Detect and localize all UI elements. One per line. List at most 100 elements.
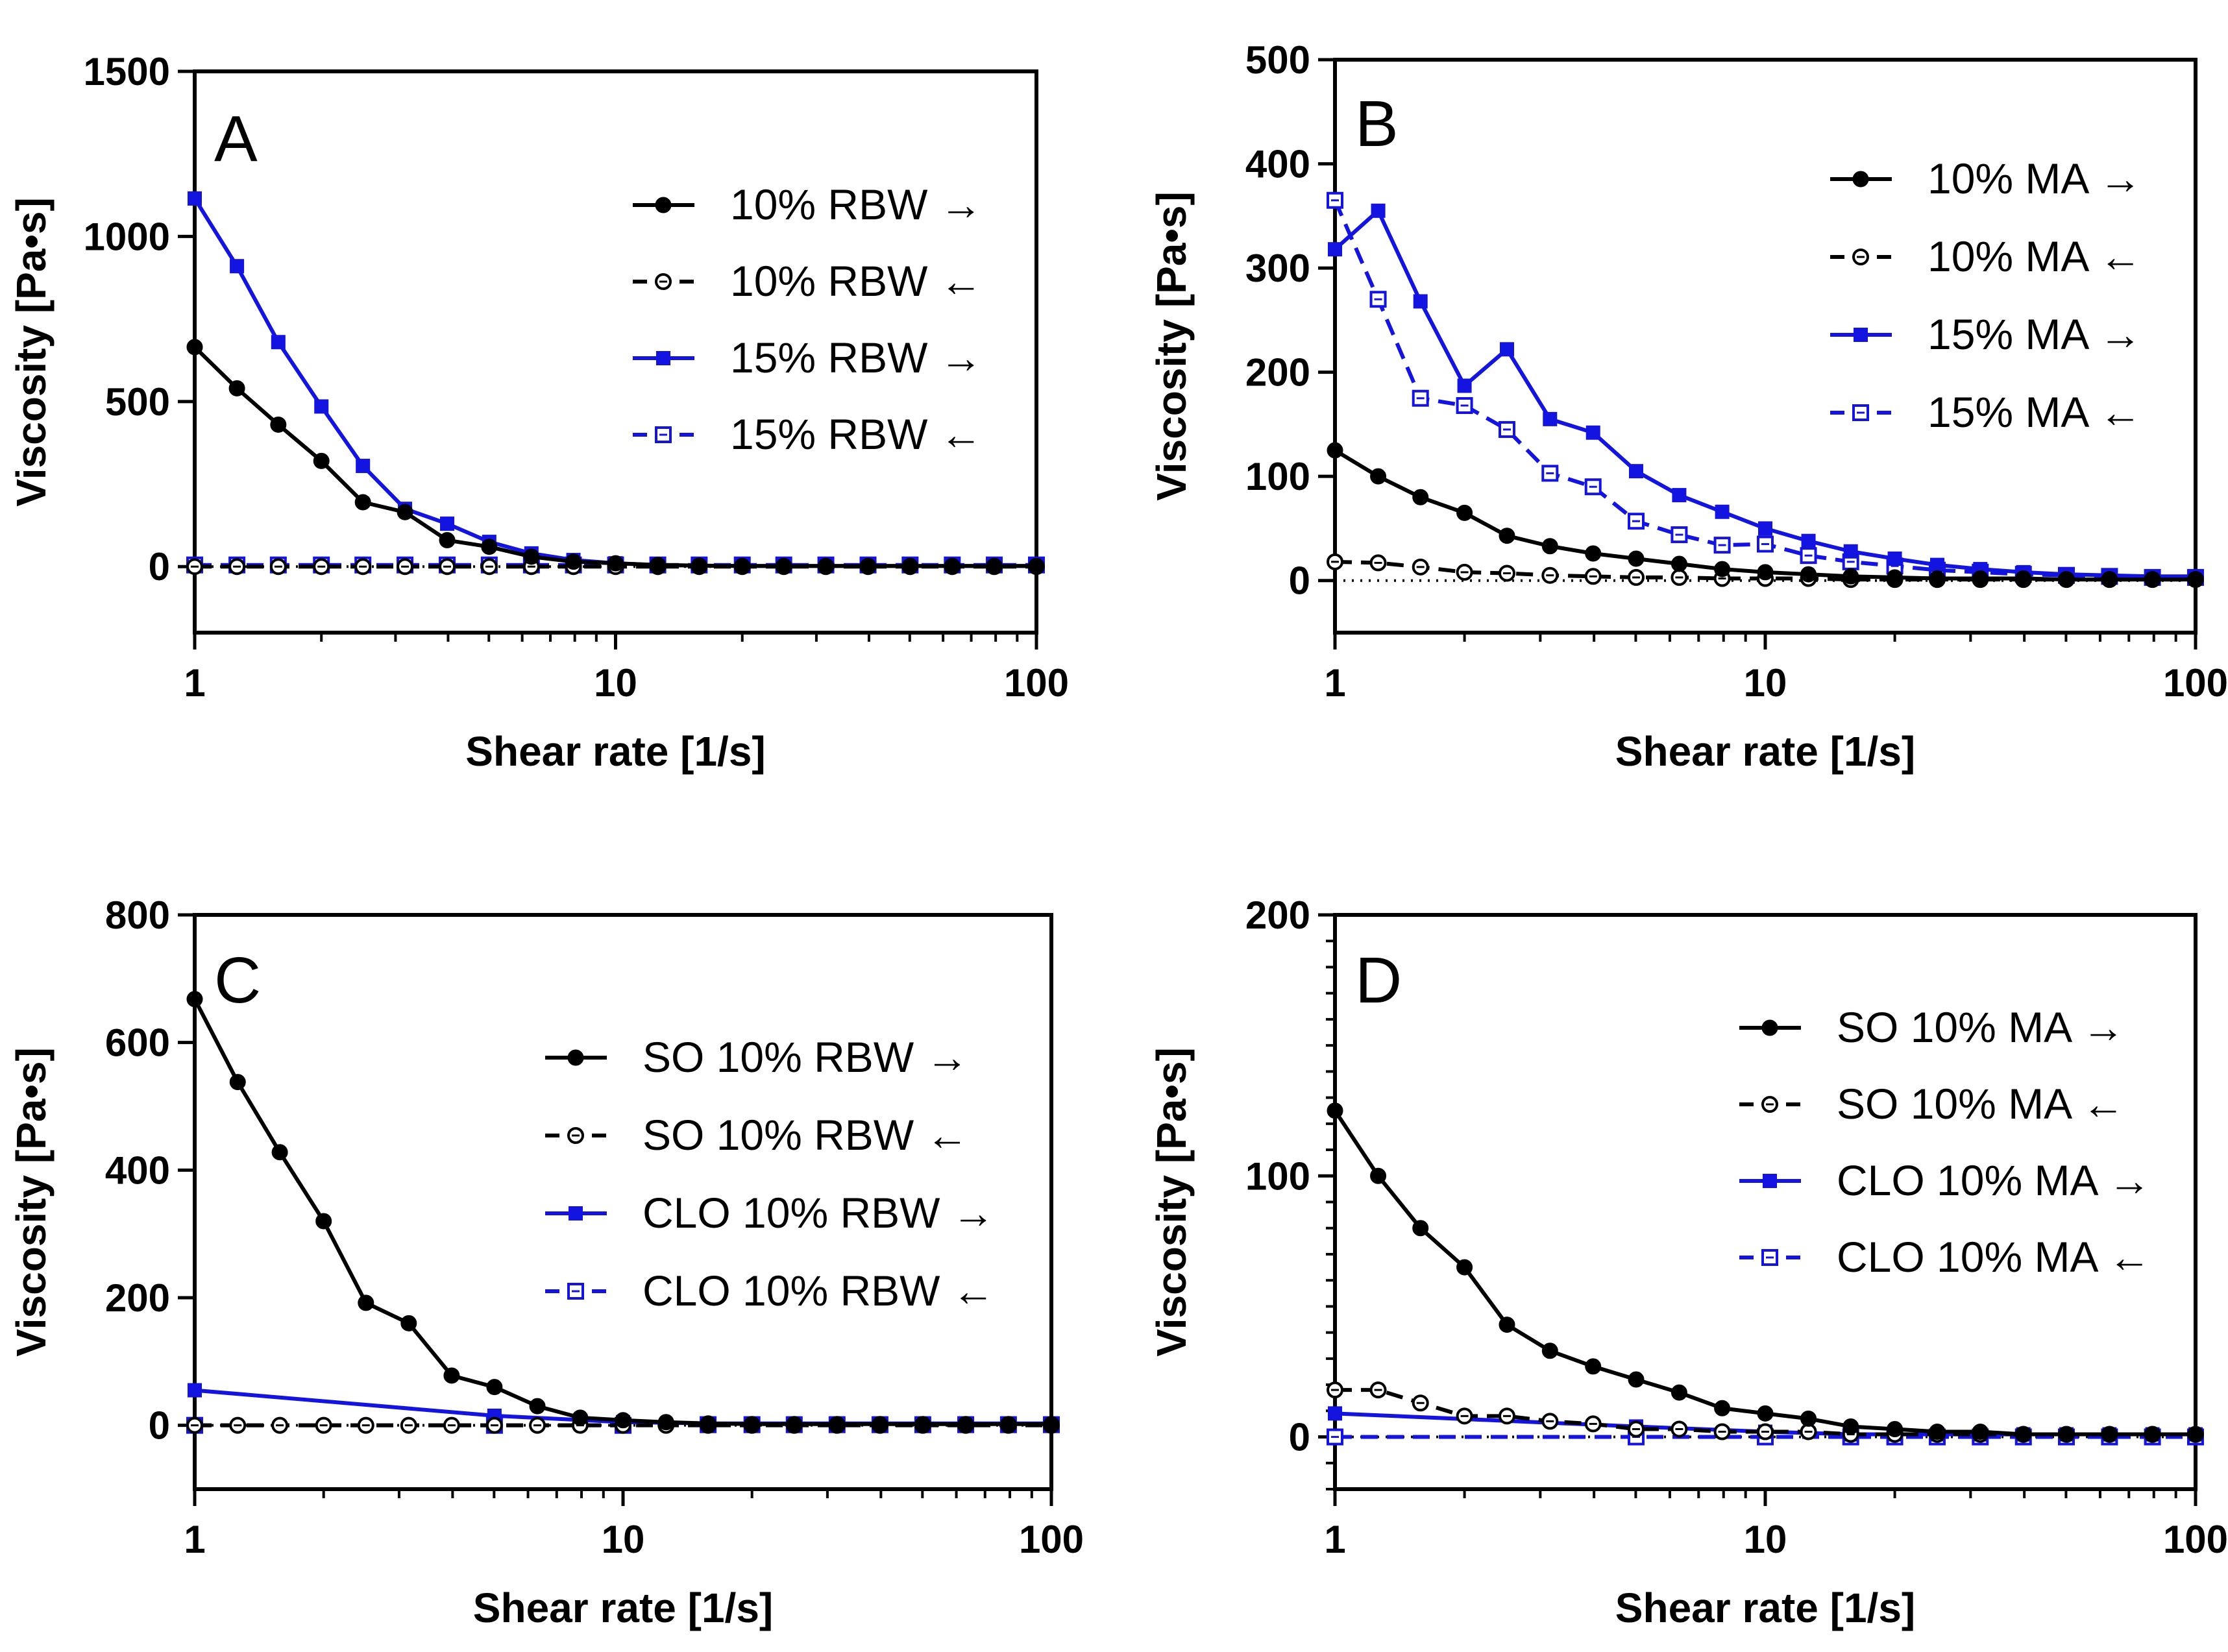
- legend-marker: [655, 273, 672, 290]
- data-point: [1714, 561, 1731, 577]
- legend-marker: [1763, 1174, 1777, 1188]
- legend-label: 15% RBW ←: [730, 410, 983, 458]
- data-point: [1757, 1423, 1774, 1440]
- data-point: [957, 1416, 974, 1433]
- y-axis-title: Viscosity [Pa•s]: [1148, 191, 1195, 501]
- data-point: [1412, 1220, 1429, 1237]
- legend-label: 15% MA ←: [1928, 388, 2142, 436]
- data-point: [1842, 568, 1859, 585]
- data-point: [1370, 468, 1387, 485]
- legend-item: 15% RBW ←: [633, 410, 983, 458]
- data-point: [1413, 294, 1428, 309]
- data-point: [1671, 1384, 1687, 1401]
- x-tick-label: 10: [602, 1518, 645, 1561]
- legend-marker: [1852, 404, 1869, 421]
- data-point: [354, 558, 372, 576]
- data-point: [1627, 568, 1645, 586]
- y-tick-label: 500: [105, 380, 170, 424]
- data-point: [486, 1379, 503, 1396]
- data-point: [1585, 1358, 1602, 1375]
- series-0: [186, 991, 1060, 1433]
- legend-marker: [1852, 171, 1869, 188]
- data-point: [1028, 557, 1045, 574]
- x-axis-title: Shear rate [1/s]: [465, 728, 765, 775]
- x-tick-label: 10: [1744, 1518, 1787, 1561]
- data-point: [439, 558, 456, 576]
- legend-label: 15% MA →: [1928, 310, 2142, 358]
- data-point: [1972, 570, 1989, 587]
- data-point: [400, 1315, 417, 1331]
- data-point: [700, 1415, 716, 1432]
- x-tick-label: 1: [184, 1518, 205, 1561]
- y-tick-label: 0: [1289, 1416, 1310, 1459]
- data-point: [443, 1367, 460, 1384]
- y-axis-title: Viscosity [Pa•s]: [8, 1047, 55, 1357]
- data-point: [2144, 1426, 2161, 1443]
- data-point: [1498, 1407, 1515, 1425]
- data-point: [1887, 552, 1902, 566]
- legend-marker: [1854, 328, 1868, 342]
- y-tick-label: 200: [105, 1276, 170, 1320]
- legend-item: SO 10% RBW →: [545, 1033, 968, 1081]
- data-point: [1327, 1428, 1343, 1446]
- data-point: [1456, 563, 1473, 581]
- data-point: [1457, 378, 1472, 393]
- data-point: [2144, 571, 2161, 588]
- data-point: [313, 558, 330, 576]
- y-tick-label: 1000: [84, 215, 170, 258]
- data-point: [358, 1294, 374, 1311]
- data-point: [607, 555, 624, 572]
- data-point: [529, 1416, 546, 1434]
- chart-panel-c: 0 200 400 600 800 1 10 100 Shear rate [1/s] Visco…: [8, 893, 1084, 1631]
- data-point: [1628, 550, 1645, 567]
- legend-label: CLO 10% RBW →: [643, 1189, 995, 1237]
- data-point: [2101, 1426, 2118, 1443]
- data-point: [1628, 464, 1643, 479]
- series-0: [1327, 1102, 2204, 1443]
- data-point: [650, 557, 667, 574]
- x-tick-label: 100: [2163, 661, 2228, 705]
- data-point: [2015, 570, 2032, 587]
- legend-label: 10% MA ←: [1928, 232, 2142, 280]
- data-point: [230, 259, 245, 274]
- data-point: [1714, 1400, 1731, 1416]
- legend-item: SO 10% MA ←: [1739, 1080, 2125, 1128]
- data-point: [270, 416, 287, 433]
- data-point: [1456, 1407, 1473, 1425]
- data-point: [1887, 569, 1904, 586]
- legend-item: CLO 10% MA ←: [1739, 1233, 2151, 1281]
- data-point: [1800, 1410, 1817, 1427]
- chart-panel-d: 0 100 200 1 10 100 Shear rate [1/s] Viscosity […: [1148, 893, 2228, 1631]
- data-point: [186, 1416, 203, 1434]
- data-point: [615, 1412, 631, 1429]
- x-axis-title: Shear rate [1/s]: [1615, 1585, 1915, 1631]
- data-point: [734, 557, 751, 574]
- data-point: [1800, 566, 1817, 583]
- y-tick-label: 800: [105, 893, 170, 937]
- data-point: [986, 557, 1003, 574]
- panel-letter: B: [1355, 88, 1399, 160]
- data-point: [1498, 420, 1515, 438]
- data-point: [1757, 535, 1774, 553]
- x-axis-title: Shear rate [1/s]: [473, 1585, 773, 1631]
- data-point: [1842, 1418, 1859, 1435]
- x-tick-label: 1: [1324, 1518, 1345, 1561]
- data-point: [1584, 1415, 1602, 1433]
- data-point: [1584, 478, 1602, 496]
- y-tick-label: 0: [149, 545, 170, 589]
- data-point: [481, 539, 498, 555]
- data-point: [2058, 1426, 2075, 1443]
- legend-item: 10% MA ←: [1830, 232, 2142, 280]
- series-0: [1327, 442, 2204, 588]
- legend-item: 10% RBW →: [633, 180, 983, 228]
- data-point: [1929, 570, 1946, 587]
- data-point: [2058, 571, 2075, 588]
- legend-marker: [656, 351, 670, 365]
- y-axis-title: Viscosity [Pa•s]: [1148, 1047, 1195, 1357]
- legend-label: CLO 10% RBW ←: [643, 1267, 995, 1315]
- data-point: [1370, 1167, 1387, 1184]
- data-point: [1671, 1420, 1688, 1438]
- data-point: [1713, 537, 1731, 554]
- legend-marker: [569, 1206, 583, 1221]
- data-point: [2015, 1426, 2032, 1443]
